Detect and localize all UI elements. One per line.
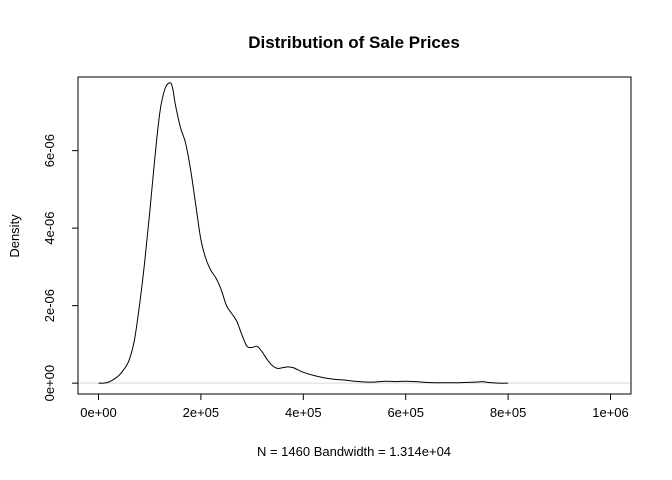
y-axis-label: Density	[7, 214, 22, 258]
x-tick-label: 6e+05	[387, 405, 424, 420]
plot-frame	[77, 76, 632, 395]
y-axis: 0e+00 2e-06 4e-06 6e-06	[42, 134, 79, 402]
x-tick-label: 2e+05	[183, 405, 220, 420]
density-curve-line	[98, 82, 509, 384]
x-tick-label: 0e+00	[80, 405, 117, 420]
y-tick-label: 0e+00	[42, 365, 57, 402]
chart-title: Distribution of Sale Prices	[248, 33, 460, 52]
y-tick-label: 2e-06	[42, 289, 57, 322]
x-axis-label: N = 1460 Bandwidth = 1.314e+04	[257, 444, 451, 459]
x-axis: 0e+00 2e+05 4e+05 6e+05 8e+05 1e+06	[80, 393, 629, 420]
x-tick-label: 1e+06	[592, 405, 629, 420]
y-tick-label: 4e-06	[42, 212, 57, 245]
y-tick-label: 6e-06	[42, 134, 57, 167]
x-tick-label: 8e+05	[490, 405, 527, 420]
x-tick-label: 4e+05	[285, 405, 322, 420]
